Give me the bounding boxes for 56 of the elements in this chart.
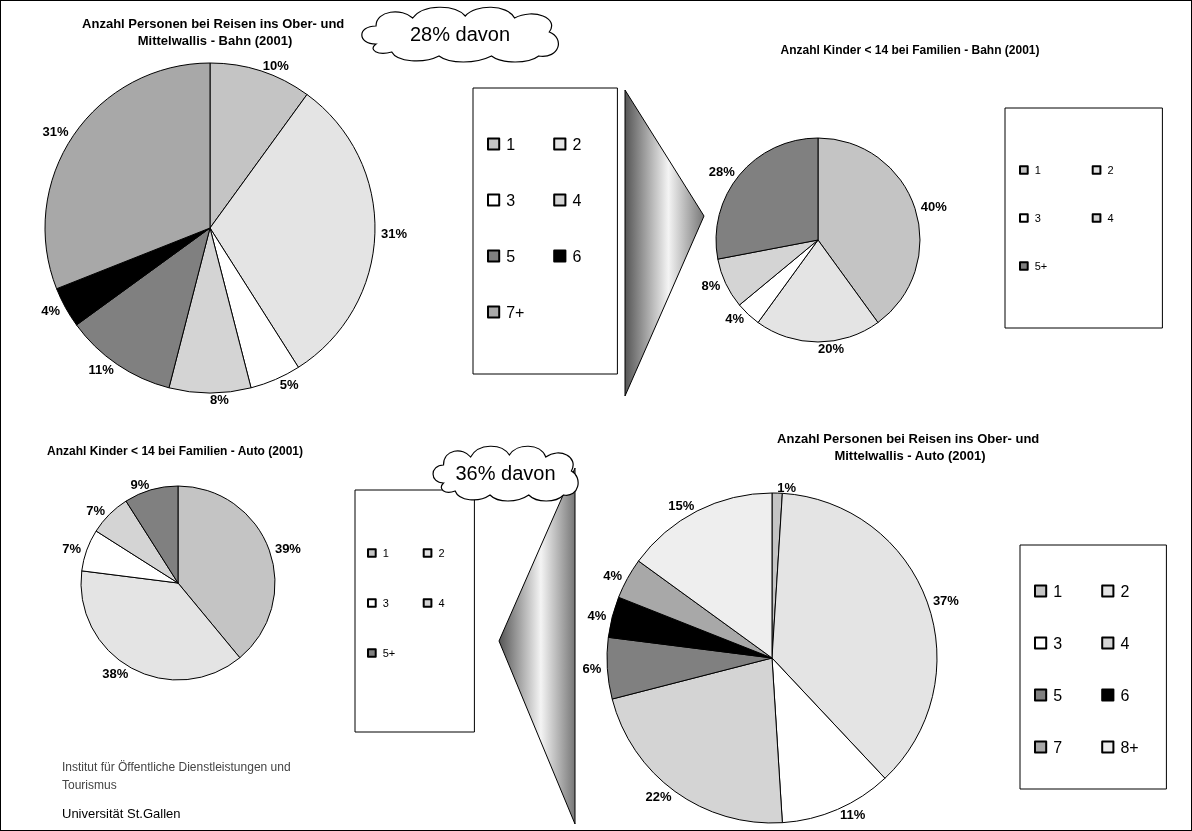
data-label: 38%: [102, 665, 129, 681]
legend-label: 2: [1120, 582, 1130, 600]
legend-label: 1: [506, 135, 516, 153]
data-label: 5%: [279, 377, 300, 393]
data-label: 4%: [41, 302, 61, 318]
legend-label: 5: [1053, 686, 1063, 704]
data-label: 11%: [839, 807, 866, 823]
data-label: 6%: [582, 661, 602, 677]
data-label: 37%: [932, 592, 960, 608]
data-label: 31%: [380, 225, 408, 241]
legend-label: 4: [438, 597, 445, 609]
legend-label: 3: [1034, 212, 1041, 224]
data-label: 31%: [42, 124, 69, 140]
legend-label: 7: [1053, 738, 1063, 756]
legend-label: 1: [382, 547, 389, 559]
legend-label: 5+: [382, 647, 396, 659]
data-label: 11%: [88, 361, 115, 377]
data-label: 4%: [587, 607, 607, 623]
legend-label: 8+: [1120, 738, 1139, 756]
chart-title: Anzahl Personen bei Reisen ins Ober- und Mittelwallis - Bahn (2001): [82, 16, 348, 48]
text: Universität St.Gallen: [62, 806, 181, 821]
data-label: 4%: [603, 568, 623, 584]
data-label: 20%: [818, 340, 845, 356]
legend-label: 4: [572, 191, 582, 209]
data-label: 22%: [645, 788, 672, 804]
legend-label: 1: [1034, 164, 1041, 176]
data-label: 15%: [668, 498, 695, 514]
chart-title: Anzahl Personen bei Reisen ins Ober- und Mittelwallis - Auto (2001): [777, 431, 1043, 463]
data-label: 10%: [262, 57, 290, 73]
legend-label: 1: [1053, 582, 1063, 600]
legend-label: 4: [1107, 212, 1114, 224]
legend-label: 3: [382, 597, 389, 609]
legend-label: 5: [506, 247, 516, 265]
chart-title: Anzahl Kinder < 14 bei Familien - Auto (2001): [47, 443, 303, 458]
legend-label: 7+: [506, 303, 525, 321]
legend-label: 4: [1120, 634, 1130, 652]
legend-label: 3: [1053, 634, 1063, 652]
data-label: 4%: [725, 311, 745, 327]
data-label: 40%: [920, 199, 948, 215]
data-label: 39%: [274, 540, 302, 556]
data-label: 8%: [701, 278, 721, 294]
data-label: 8%: [210, 392, 230, 408]
data-label: 9%: [130, 476, 150, 492]
data-label: 7%: [86, 502, 106, 518]
legend-label: 2: [572, 135, 582, 153]
text: Institut für Öffentliche Dienstleistungen und Tourismus: [62, 759, 292, 794]
legend-label: 6: [1120, 686, 1130, 704]
legend-label: 2: [438, 547, 445, 559]
data-label: 1%: [777, 479, 797, 495]
legend-label: 2: [1107, 164, 1114, 176]
data-label: 7%: [62, 540, 82, 556]
legend-label: 5+: [1034, 260, 1048, 272]
legend-label: 3: [506, 191, 516, 209]
data-label: 28%: [708, 163, 736, 179]
legend-label: 6: [572, 247, 582, 265]
chart-title: Anzahl Kinder < 14 bei Familien - Bahn (2001): [780, 42, 1040, 57]
